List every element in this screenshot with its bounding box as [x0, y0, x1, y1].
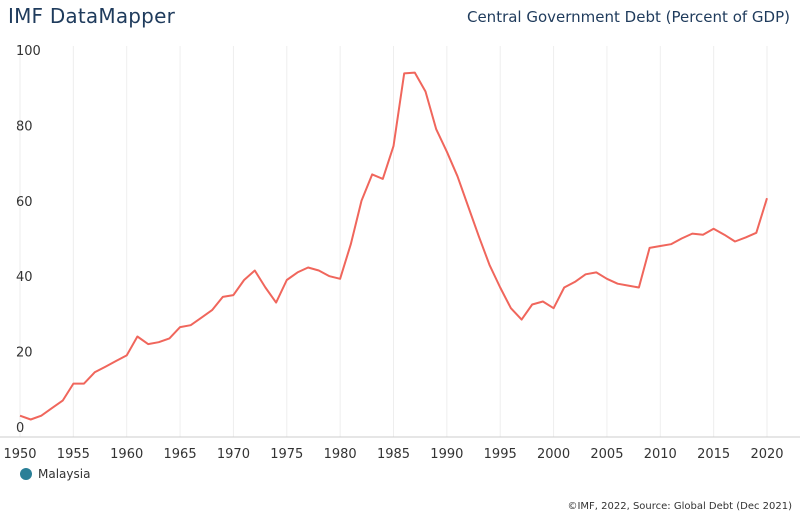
x-tick-label: 1980 — [324, 447, 357, 462]
source-note: ©IMF, 2022, Source: Global Debt (Dec 202… — [567, 501, 792, 512]
chart-title: Central Government Debt (Percent of GDP) — [466, 8, 790, 26]
x-tick-label: 2010 — [644, 447, 677, 462]
gridlines — [19, 46, 768, 437]
x-tick-label: 2000 — [537, 447, 570, 462]
x-tick-label: 1965 — [164, 447, 197, 462]
x-tick-label: 1975 — [270, 447, 303, 462]
series-line-malaysia[interactable] — [19, 71, 768, 421]
x-tick-label: 1950 — [3, 447, 36, 462]
x-tick-label: 2015 — [697, 447, 730, 462]
x-tick-label: 2005 — [590, 447, 623, 462]
x-tick-label: 1955 — [57, 447, 90, 462]
brand-title: IMF DataMapper — [8, 4, 175, 28]
y-tick-label: 100 — [16, 44, 41, 59]
y-tick-label: 0 — [16, 421, 24, 436]
series-group — [19, 71, 768, 421]
y-tick-label: 80 — [16, 119, 33, 134]
x-tick-label: 1990 — [430, 447, 463, 462]
legend[interactable]: Malaysia — [20, 467, 90, 481]
y-tick-label: 40 — [16, 270, 33, 285]
legend-label: Malaysia — [38, 467, 91, 481]
y-tick-label: 20 — [16, 346, 33, 361]
x-tick-label: 1960 — [110, 447, 143, 462]
x-tick-label: 2020 — [750, 447, 783, 462]
x-tick-label: 1970 — [217, 447, 250, 462]
x-tick-label: 1995 — [484, 447, 517, 462]
x-tick-label: 1985 — [377, 447, 410, 462]
y-tick-label: 60 — [16, 195, 33, 210]
y-axis: 0 20 40 60 80 100 — [16, 44, 41, 436]
x-axis: 1950 1955 1960 1965 1970 1975 1980 1985 1990 1995… — [3, 447, 783, 462]
legend-marker — [20, 468, 32, 480]
